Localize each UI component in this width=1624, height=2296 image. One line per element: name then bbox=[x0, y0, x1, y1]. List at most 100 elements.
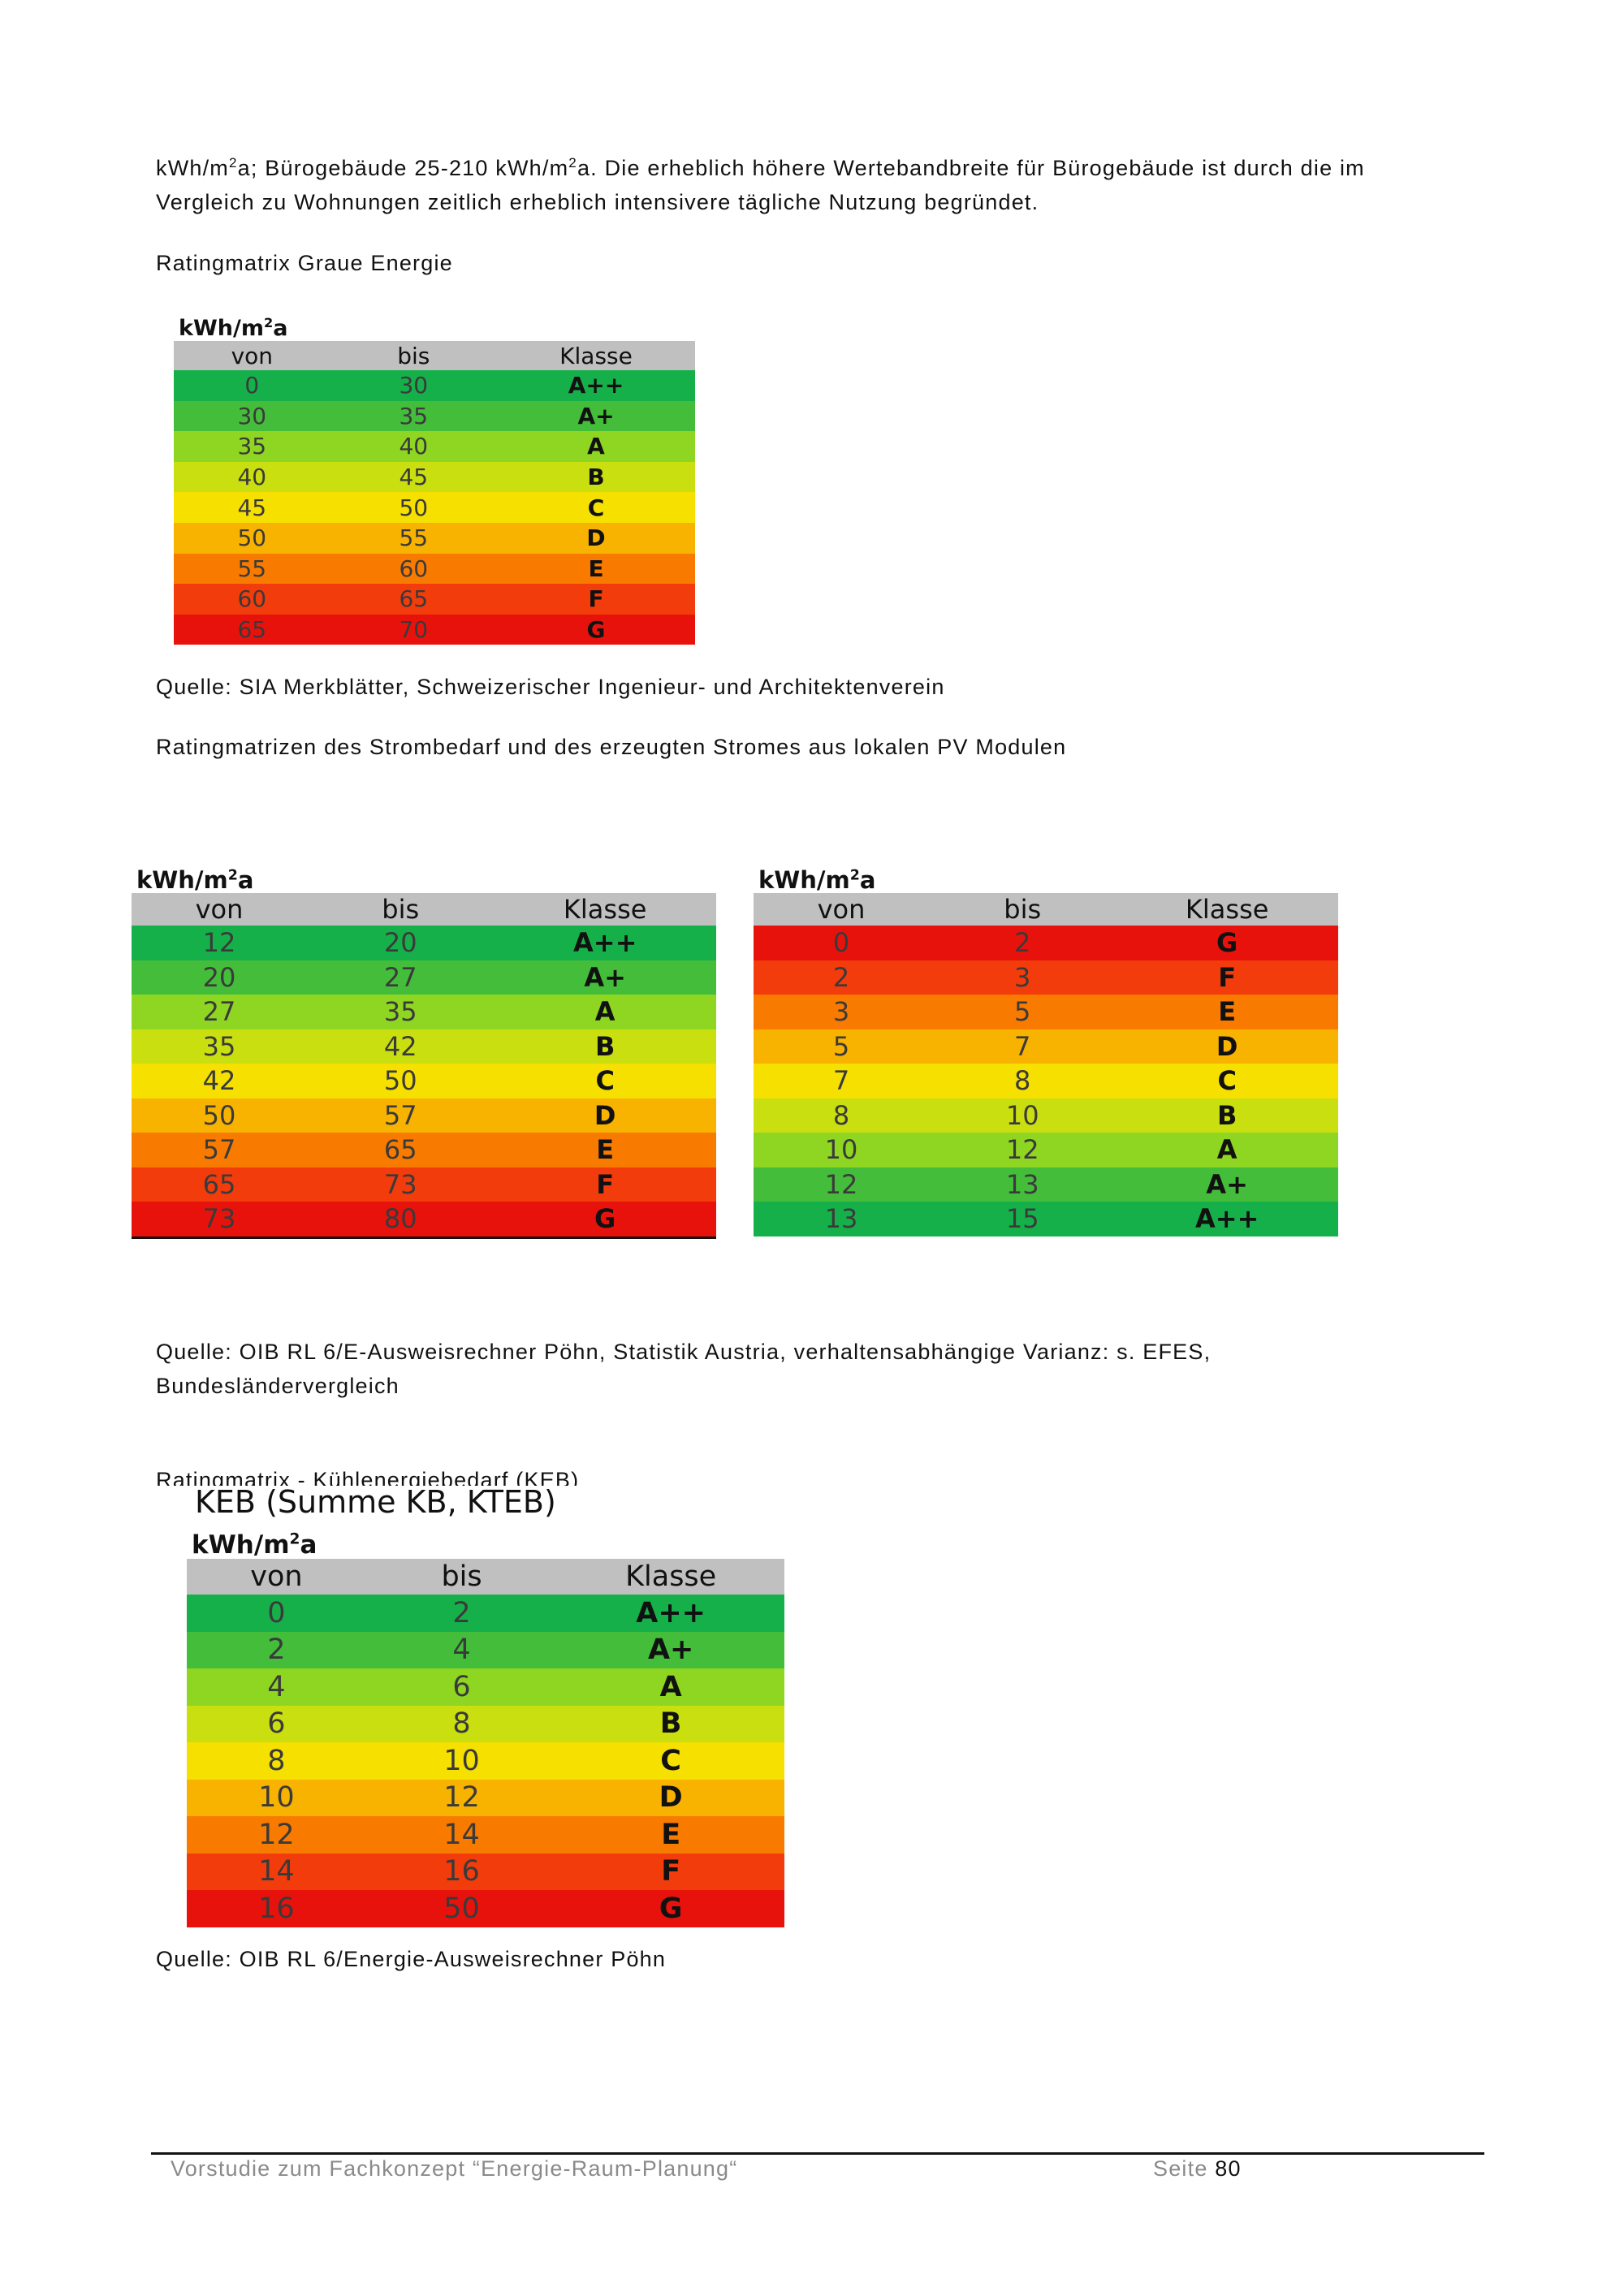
table-row: 3 5 E bbox=[754, 995, 1338, 1029]
unit-label: kWh/m2a bbox=[179, 315, 288, 341]
cell-bis: 15 bbox=[1005, 1203, 1039, 1235]
cell-klasse: F bbox=[661, 1855, 681, 1888]
table-row: 50 57 D bbox=[132, 1098, 716, 1133]
table-row: 4 6 A bbox=[187, 1668, 784, 1706]
header-row: von bis Klasse bbox=[174, 341, 695, 370]
cell-von: 8 bbox=[267, 1744, 286, 1777]
cell-bis: 2 bbox=[452, 1596, 471, 1629]
table-row: 6 8 B bbox=[187, 1705, 784, 1742]
cell-klasse: G bbox=[1216, 927, 1238, 959]
cell-bis: 70 bbox=[399, 616, 429, 644]
cell-von: 5 bbox=[832, 1030, 850, 1062]
heading-keb: Ratingmatrix - Kühlenergiebedarf (KEB) bbox=[156, 1468, 580, 1486]
table-row: 16 50 G bbox=[187, 1890, 784, 1927]
cell-klasse: E bbox=[1218, 996, 1237, 1028]
cell-bis: 42 bbox=[383, 1030, 417, 1062]
cell-bis: 2 bbox=[1014, 927, 1031, 959]
cell-von: 3 bbox=[832, 996, 850, 1028]
header-von: von bbox=[195, 894, 244, 925]
cell-von: 40 bbox=[237, 464, 267, 491]
table-row: 35 40 A bbox=[174, 431, 695, 462]
table-row: 5 7 D bbox=[754, 1029, 1338, 1064]
header-klasse: Klasse bbox=[625, 1560, 717, 1593]
footer-page: Seite 80 bbox=[1153, 2151, 1242, 2186]
footer-title: Vorstudie zum Fachkonzept “Energie-Raum-… bbox=[171, 2156, 738, 2181]
cell-bis: 27 bbox=[383, 961, 417, 993]
table-row: 2 3 F bbox=[754, 960, 1338, 995]
cell-von: 42 bbox=[202, 1065, 236, 1097]
rating-grid: von bis Klasse 12 20 A++ 20 27 A+ 27 35 A 35 42 B 42 50 C… bbox=[132, 893, 716, 1236]
cell-von: 6 bbox=[267, 1707, 286, 1741]
cell-bis: 35 bbox=[399, 402, 429, 429]
cell-klasse: G bbox=[586, 616, 606, 644]
cell-klasse: E bbox=[596, 1134, 615, 1166]
table-row: 65 73 F bbox=[132, 1167, 716, 1202]
cell-von: 14 bbox=[258, 1855, 295, 1888]
table-row: 2 4 A+ bbox=[187, 1631, 784, 1668]
cell-von: 60 bbox=[237, 585, 267, 613]
table-bottom-rule bbox=[132, 1236, 716, 1239]
cell-von: 12 bbox=[824, 1168, 858, 1200]
table-row: 8 10 B bbox=[754, 1098, 1338, 1133]
cell-klasse: A bbox=[587, 433, 605, 460]
cell-klasse: F bbox=[1218, 961, 1237, 993]
cell-von: 20 bbox=[202, 961, 236, 993]
table-graue-energie: kWh/m2a von bis Klasse 0 30 A++ 30 35 A+ 35 40 A 40 45… bbox=[174, 315, 695, 648]
table-row: 13 15 A++ bbox=[754, 1202, 1338, 1236]
header-row: von bis Klasse bbox=[132, 893, 716, 926]
cell-klasse: A+ bbox=[647, 1634, 694, 1667]
cell-klasse: D bbox=[586, 524, 606, 552]
heading-strom: Ratingmatrizen des Strombedarf und des e… bbox=[156, 735, 1067, 759]
cell-von: 12 bbox=[258, 1818, 295, 1851]
header-von: von bbox=[231, 342, 274, 369]
table-row: 10 12 A bbox=[754, 1133, 1338, 1167]
cell-bis: 16 bbox=[443, 1855, 480, 1888]
cell-von: 55 bbox=[237, 555, 267, 582]
table-caption: KEB (Summe KB, KTEB) bbox=[195, 1484, 556, 1520]
cell-bis: 8 bbox=[1014, 1065, 1031, 1097]
header-row: von bis Klasse bbox=[187, 1559, 784, 1595]
cell-klasse: B bbox=[659, 1707, 682, 1741]
cell-klasse: A+ bbox=[577, 402, 615, 429]
cell-klasse: E bbox=[661, 1818, 681, 1851]
header-bis: bis bbox=[1004, 894, 1042, 925]
cell-klasse: E bbox=[588, 555, 604, 582]
cell-klasse: A++ bbox=[572, 927, 637, 959]
cell-bis: 4 bbox=[452, 1634, 471, 1667]
cell-von: 2 bbox=[267, 1634, 286, 1667]
header-bis: bis bbox=[382, 894, 420, 925]
source-oib-statistik: Quelle: OIB RL 6/E-Ausweisrechner Pöhn, … bbox=[156, 1340, 1212, 1398]
header-bis: bis bbox=[441, 1560, 482, 1593]
cell-klasse: A bbox=[594, 996, 615, 1028]
cell-klasse: G bbox=[659, 1892, 683, 1925]
cell-bis: 60 bbox=[399, 555, 429, 582]
cell-von: 0 bbox=[832, 927, 850, 959]
cell-von: 50 bbox=[237, 524, 267, 552]
table-row: 35 42 B bbox=[132, 1029, 716, 1064]
header-klasse: Klasse bbox=[1185, 894, 1269, 925]
cell-von: 10 bbox=[824, 1134, 858, 1166]
cell-von: 35 bbox=[202, 1030, 236, 1062]
header-klasse: Klasse bbox=[563, 894, 647, 925]
table-row: 57 65 E bbox=[132, 1133, 716, 1167]
table-row: 27 35 A bbox=[132, 995, 716, 1029]
cell-klasse: A++ bbox=[568, 372, 624, 399]
cell-klasse: G bbox=[594, 1203, 616, 1235]
cell-klasse: C bbox=[587, 494, 605, 521]
table-row: 12 20 A++ bbox=[132, 926, 716, 960]
cell-bis: 45 bbox=[399, 464, 429, 491]
cell-von: 35 bbox=[237, 433, 267, 460]
unit-label: kWh/m2a bbox=[136, 866, 254, 894]
cell-von: 8 bbox=[832, 1099, 850, 1131]
cell-klasse: D bbox=[1216, 1030, 1238, 1062]
header-von: von bbox=[250, 1560, 303, 1593]
table-row: 42 50 C bbox=[132, 1064, 716, 1098]
cell-von: 13 bbox=[824, 1203, 858, 1235]
cell-klasse: A+ bbox=[1206, 1168, 1248, 1200]
cell-bis: 10 bbox=[1005, 1099, 1039, 1131]
cell-von: 16 bbox=[258, 1892, 295, 1925]
cell-klasse: F bbox=[588, 585, 604, 613]
cell-bis: 50 bbox=[399, 494, 429, 521]
table-row: 7 8 C bbox=[754, 1064, 1338, 1098]
cell-bis: 13 bbox=[1005, 1168, 1039, 1200]
